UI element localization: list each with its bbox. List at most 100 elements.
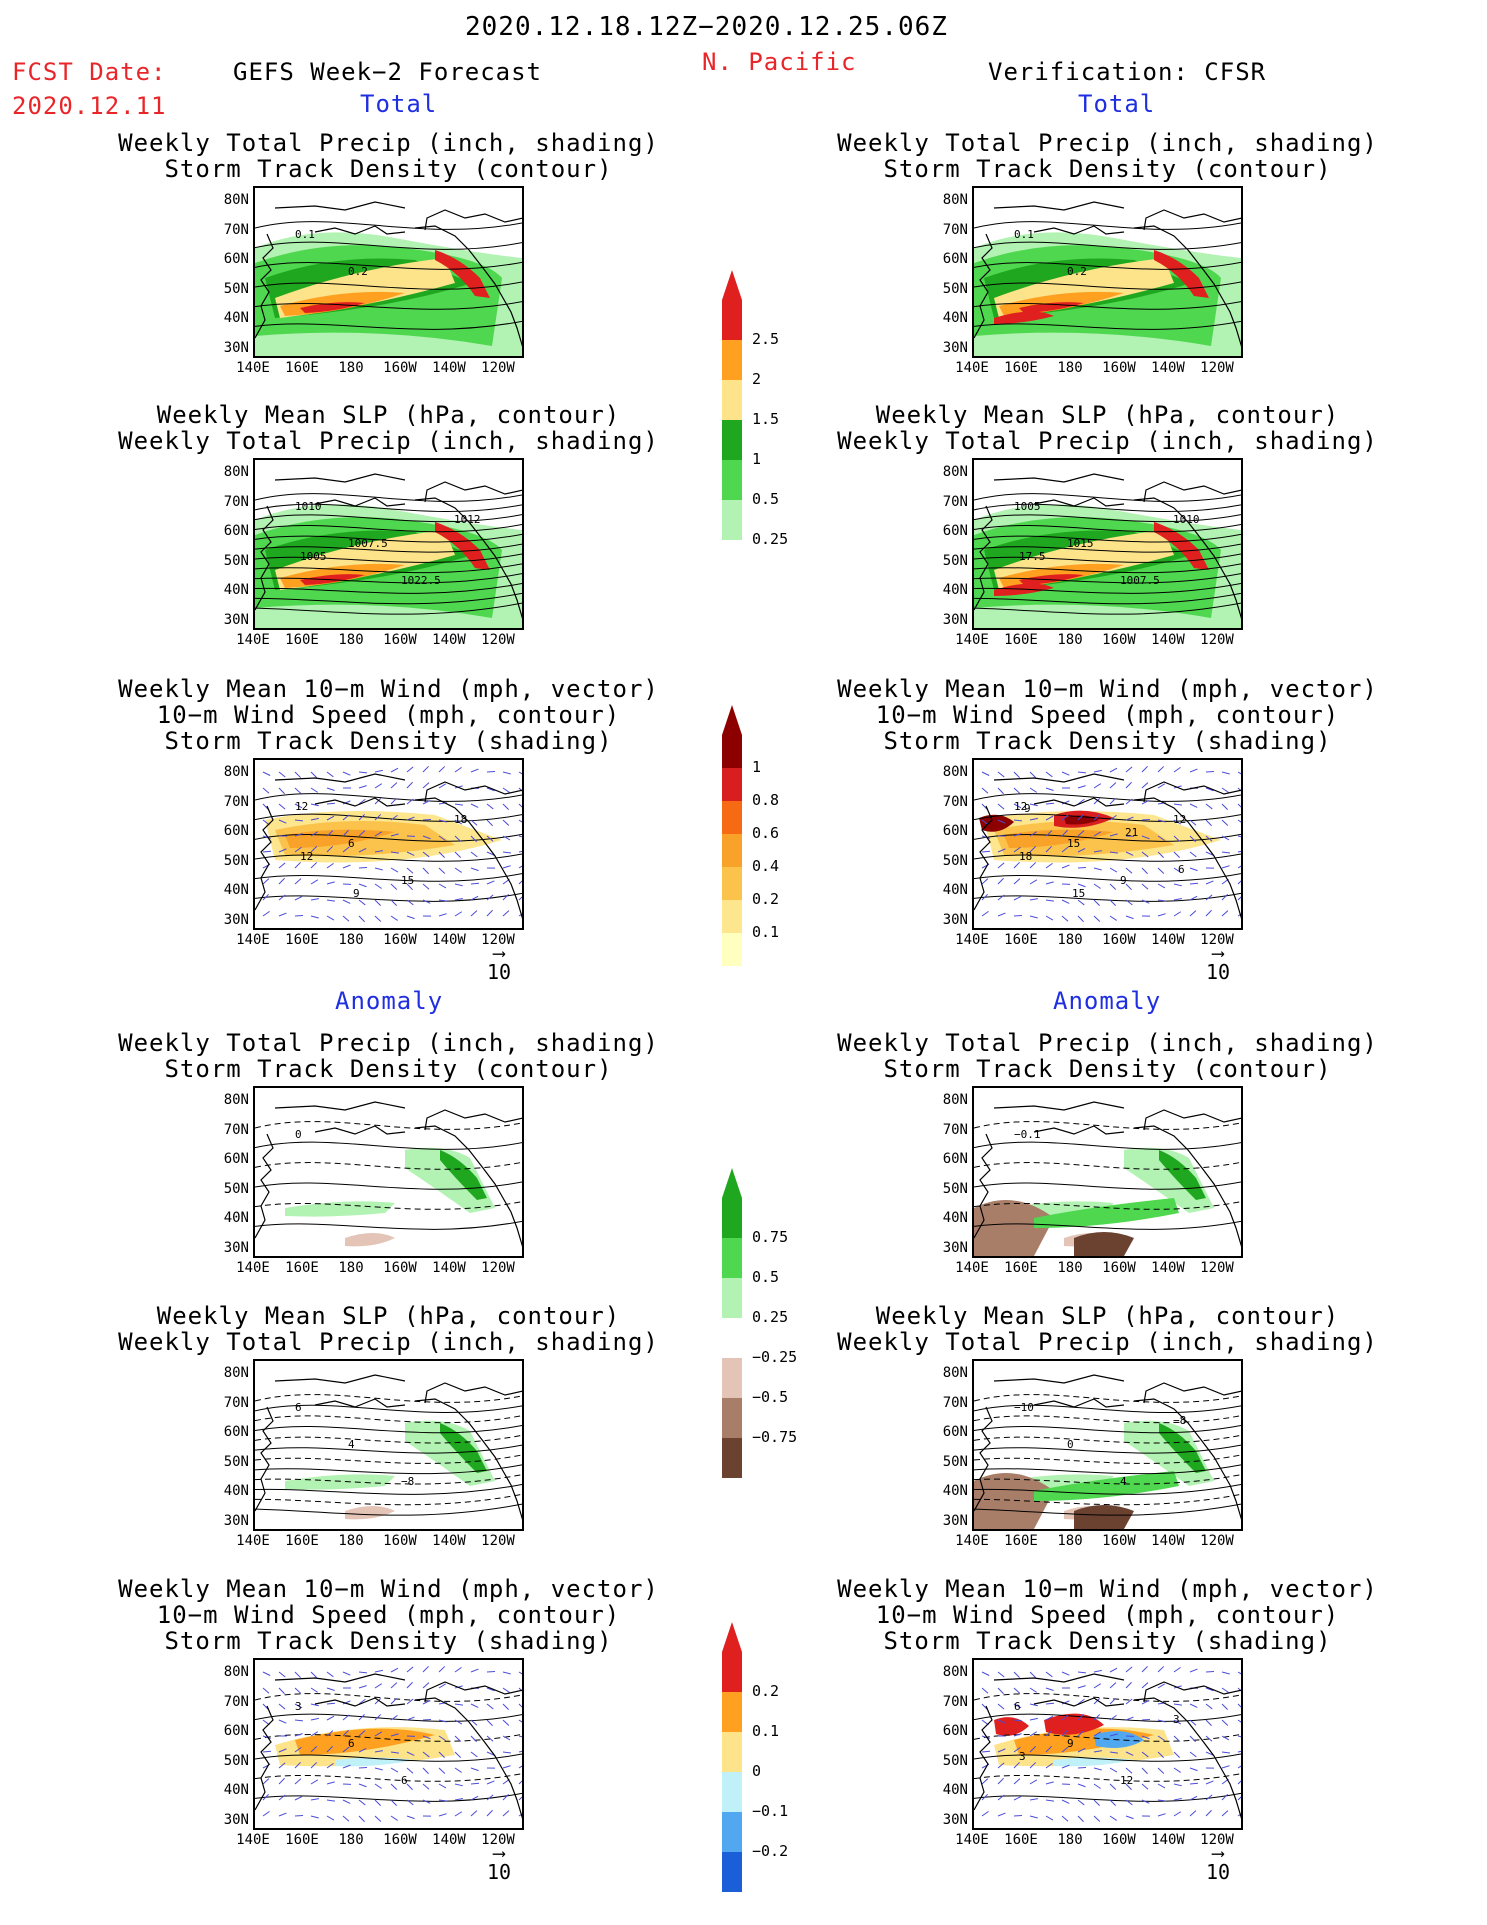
- wind-vector: [1029, 1779, 1038, 1785]
- lon-tick-label: 160E: [1004, 1832, 1038, 1848]
- wind-vector: [1029, 1815, 1038, 1819]
- contour-label: 17.5: [1019, 550, 1046, 563]
- contour-label: −8: [401, 1475, 414, 1488]
- wind-vector: [486, 880, 495, 885]
- wind-vector: [1205, 770, 1215, 773]
- wind-vector: [1093, 783, 1102, 789]
- lon-tick-label: 160W: [1102, 360, 1136, 376]
- wind-vector: [422, 1783, 430, 1790]
- wind-vector: [486, 1809, 493, 1817]
- forecast-title: GEFS Week−2 Forecast: [233, 58, 542, 86]
- wind-vector: [454, 1797, 463, 1801]
- wind-vector: [1061, 771, 1070, 776]
- lat-tick-label: 30N: [223, 339, 249, 356]
- wind-vector: [518, 865, 522, 869]
- panel-title-line: Storm Track Density (shading): [164, 727, 613, 755]
- lon-tick-label: 180: [1057, 1533, 1083, 1549]
- wind-vector: [997, 1812, 1006, 1817]
- coastline: [255, 805, 274, 911]
- lat-tick-label: 80N: [942, 1365, 968, 1381]
- wind-vector: [502, 1810, 510, 1817]
- contour-line: [255, 1503, 522, 1516]
- contour-line: [974, 602, 1241, 615]
- lat-tick-label: 60N: [223, 523, 249, 539]
- vector-reference: ⟶ 10: [1198, 945, 1238, 985]
- wind-vector: [1077, 915, 1084, 923]
- lat-tick-label: 70N: [223, 1394, 249, 1411]
- contour-line: [974, 1141, 1241, 1150]
- contour-line: [255, 503, 522, 513]
- wind-vector: [294, 1671, 301, 1679]
- contour-label: −10: [1014, 1401, 1034, 1414]
- gefs-map-panel: 3 6 6: [253, 1658, 524, 1830]
- wind-vector: [1093, 1815, 1101, 1822]
- coastline: [1033, 225, 1125, 235]
- contour-label: 12: [1014, 800, 1027, 813]
- lat-tick-label: 50N: [942, 280, 968, 297]
- lat-tick-label: 70N: [942, 493, 968, 510]
- wind-vector: [294, 771, 301, 779]
- wind-vector: [486, 835, 494, 842]
- wind-vector: [390, 1714, 398, 1721]
- contour-line: [974, 573, 1241, 584]
- lon-tick-label: 140W: [1151, 932, 1185, 948]
- lon-tick-label: 140W: [432, 1260, 466, 1276]
- wind-vector: [1205, 787, 1214, 792]
- lon-tick-label: 120W: [481, 1260, 515, 1276]
- wind-vector: [518, 896, 522, 901]
- contour-label: 1022.5: [401, 574, 441, 587]
- wind-vector: [262, 1793, 269, 1801]
- wind-vector: [406, 1767, 414, 1774]
- wind-vector: [406, 1698, 414, 1705]
- contour-line: [974, 1454, 1241, 1464]
- colorbar-triangle-top: [722, 1622, 742, 1652]
- contour-label: 6: [401, 1774, 408, 1787]
- wind-vector: [1237, 913, 1241, 917]
- wind-vector: [1189, 1735, 1196, 1743]
- contour-line: [974, 1792, 1241, 1802]
- wind-vector: [422, 765, 429, 773]
- contour-label: 9: [1024, 802, 1031, 815]
- wind-vector: [518, 771, 522, 775]
- wind-vector: [1013, 787, 1021, 794]
- wind-vector: [406, 915, 415, 920]
- contour-line: [255, 563, 522, 574]
- wind-vector: [1013, 878, 1021, 885]
- wind-vector: [486, 1703, 494, 1710]
- wind-vector: [518, 1765, 522, 1769]
- wind-vector: [1205, 880, 1214, 885]
- wind-vector: [1157, 899, 1166, 902]
- shading-region: [1154, 522, 1209, 570]
- wind-vector: [1029, 846, 1037, 853]
- coastline: [314, 1398, 406, 1408]
- colorbar-segment: [722, 1198, 742, 1238]
- wind-vector: [502, 803, 510, 811]
- wind-vector: [326, 802, 336, 805]
- wind-vector: [406, 1751, 415, 1756]
- lon-tick-label: 140E: [955, 1260, 989, 1276]
- contour-line: [255, 813, 522, 822]
- wind-vector: [981, 1778, 989, 1785]
- shading-region: [285, 1201, 395, 1217]
- wind-vector: [422, 1767, 429, 1775]
- lon-tick-label: 140W: [432, 632, 466, 648]
- wind-vector: [342, 1815, 350, 1822]
- wind-vector: [470, 803, 479, 808]
- wind-vector: [342, 899, 351, 904]
- wind-vector: [358, 1747, 367, 1753]
- lon-tick-label: 140W: [1151, 360, 1185, 376]
- wind-vector: [1221, 1671, 1230, 1675]
- wind-vector: [1221, 1703, 1229, 1711]
- wind-vector: [390, 1783, 398, 1790]
- contour-label: 9: [1120, 874, 1127, 887]
- contour-label: 0.2: [348, 265, 368, 278]
- shading-region: [994, 311, 1054, 324]
- wind-vector: [1157, 1683, 1166, 1689]
- wind-vector: [294, 1703, 303, 1709]
- wind-vector: [1029, 771, 1037, 778]
- coastline: [424, 1382, 522, 1404]
- wind-vector: [262, 1687, 270, 1694]
- wind-vector: [390, 1767, 399, 1773]
- wind-vector: [278, 1748, 287, 1753]
- vector-reference-value: 10: [1205, 960, 1231, 984]
